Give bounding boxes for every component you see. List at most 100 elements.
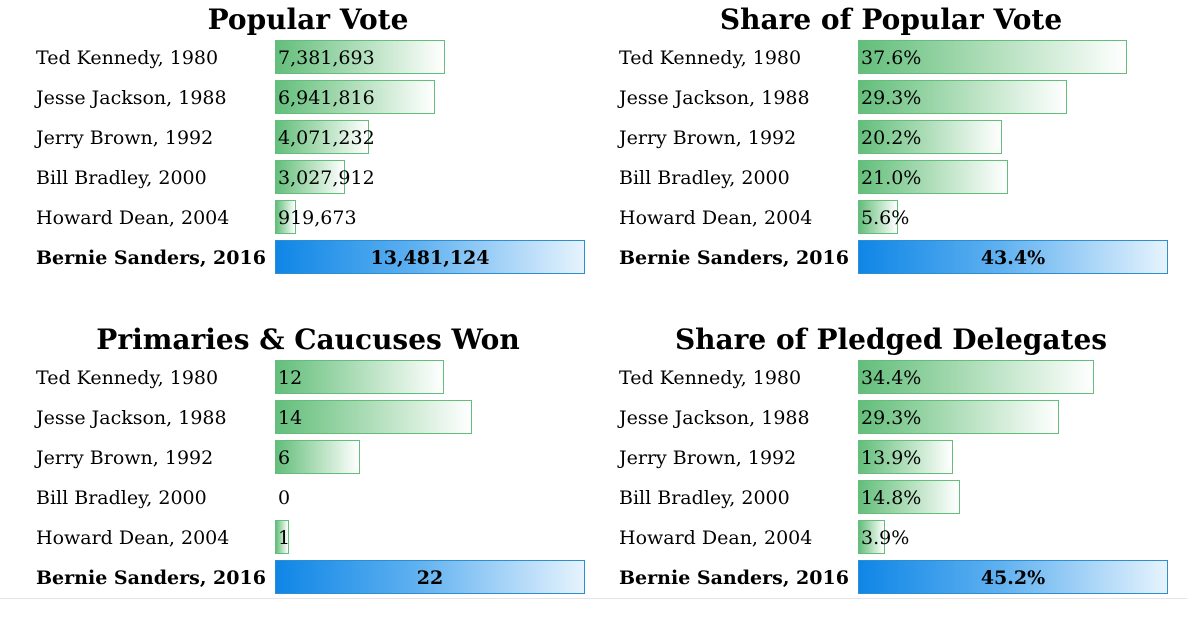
category-label: Jesse Jackson, 1988 (36, 407, 227, 429)
category-label: Howard Dean, 2004 (36, 207, 230, 229)
bar-row: Howard Dean, 2004 3.9% (611, 520, 1171, 556)
bar (858, 200, 898, 234)
bar-row: Jesse Jackson, 1988 14 (28, 400, 588, 436)
highlight-bar (858, 240, 1168, 274)
data-label: 13.9% (861, 447, 922, 469)
bar (275, 360, 445, 394)
category-label: Ted Kennedy, 1980 (619, 367, 802, 389)
bar (858, 480, 960, 514)
data-label: 12 (278, 367, 303, 389)
data-label: 13,481,124 (370, 247, 490, 269)
category-label: Howard Dean, 2004 (619, 207, 813, 229)
bar (275, 200, 297, 234)
bar-row: Jerry Brown, 1992 4,071,232 (28, 120, 588, 156)
bar-row: Ted Kennedy, 1980 7,381,693 (28, 40, 588, 76)
panel-share-pledged-delegates: Share of Pledged Delegates Ted Kennedy, 1… (611, 320, 1171, 620)
bar (858, 400, 1059, 434)
data-label: 29.3% (861, 407, 922, 429)
chart-title: Share of Pledged Delegates (674, 323, 1108, 356)
data-label: 22 (416, 567, 444, 589)
highlight-bar (858, 560, 1168, 594)
bar (858, 80, 1068, 114)
bar-row: Jerry Brown, 1992 13.9% (611, 440, 1171, 476)
bar-row: Jesse Jackson, 1988 29.3% (611, 400, 1171, 436)
bar-row: Bernie Sanders, 2016 13,481,124 (28, 240, 588, 276)
data-label: 14 (278, 407, 303, 429)
bar-row: Bernie Sanders, 2016 45.2% (611, 560, 1171, 596)
bar (275, 40, 445, 74)
bar (858, 520, 885, 554)
bar (858, 160, 1008, 194)
bar-row: Ted Kennedy, 1980 37.6% (611, 40, 1171, 76)
highlight-bar (275, 560, 585, 594)
bar-row: Howard Dean, 2004 919,673 (28, 200, 588, 236)
category-label: Bernie Sanders, 2016 (619, 247, 849, 269)
category-label: Jerry Brown, 1992 (619, 447, 797, 469)
data-label: 6 (278, 447, 291, 469)
category-label: Bernie Sanders, 2016 (36, 247, 266, 269)
bar-row: Bill Bradley, 2000 3,027,912 (28, 160, 588, 196)
bar-row: Bernie Sanders, 2016 22 (28, 560, 588, 596)
bar-row: Jesse Jackson, 1988 6,941,816 (28, 80, 588, 116)
data-label: 29.3% (861, 87, 922, 109)
bar-row: Bill Bradley, 2000 21.0% (611, 160, 1171, 196)
data-label: 37.6% (861, 47, 922, 69)
bar (275, 160, 345, 194)
panel-popular-vote: Popular Vote Ted Kennedy, 1980 7,381,693 Je… (28, 0, 588, 300)
bar-row: Jesse Jackson, 1988 29.3% (611, 80, 1171, 116)
chart-title: Share of Popular Vote (719, 3, 1063, 36)
data-label: 1 (278, 527, 291, 549)
category-label: Jerry Brown, 1992 (619, 127, 797, 149)
bar-row: Jerry Brown, 1992 20.2% (611, 120, 1171, 156)
data-label: 7,381,693 (278, 47, 375, 69)
bar (275, 520, 290, 554)
data-label: 919,673 (278, 207, 357, 229)
category-label: Bill Bradley, 2000 (36, 167, 207, 189)
bar-row: Howard Dean, 2004 1 (28, 520, 588, 556)
category-label: Bill Bradley, 2000 (36, 487, 207, 509)
category-label: Howard Dean, 2004 (619, 527, 813, 549)
category-label: Ted Kennedy, 1980 (619, 47, 802, 69)
data-label: 4,071,232 (278, 127, 375, 149)
data-label: 20.2% (861, 127, 922, 149)
panel-share-popular-vote: Share of Popular Vote Ted Kennedy, 1980 37… (611, 0, 1171, 300)
bar (275, 440, 360, 474)
bar-row: Ted Kennedy, 1980 34.4% (611, 360, 1171, 396)
data-label: 3.9% (861, 527, 910, 549)
category-label: Bernie Sanders, 2016 (36, 567, 266, 589)
highlight-bar (275, 240, 585, 274)
data-label: 43.4% (980, 247, 1046, 269)
bar-row: Bill Bradley, 2000 14.8% (611, 480, 1171, 516)
bar-row: Bill Bradley, 2000 0 (28, 480, 588, 516)
category-label: Bill Bradley, 2000 (619, 487, 790, 509)
bar-row: Bernie Sanders, 2016 43.4% (611, 240, 1171, 276)
panel-primaries-caucuses-won: Primaries & Caucuses Won Ted Kennedy, 198… (28, 320, 588, 620)
bar (275, 400, 473, 434)
category-label: Jesse Jackson, 1988 (36, 87, 227, 109)
category-label: Ted Kennedy, 1980 (36, 47, 219, 69)
bar-row: Ted Kennedy, 1980 12 (28, 360, 588, 396)
data-label: 5.6% (861, 207, 910, 229)
bar (858, 120, 1003, 154)
bottom-divider (0, 598, 1187, 599)
chart-title: Primaries & Caucuses Won (96, 323, 520, 356)
bar (275, 120, 369, 154)
category-label: Jerry Brown, 1992 (36, 447, 214, 469)
category-label: Bill Bradley, 2000 (619, 167, 790, 189)
category-label: Howard Dean, 2004 (36, 527, 230, 549)
category-label: Ted Kennedy, 1980 (36, 367, 219, 389)
bar (858, 40, 1127, 74)
bar-row: Jerry Brown, 1992 6 (28, 440, 588, 476)
category-label: Jesse Jackson, 1988 (619, 407, 810, 429)
data-label: 0 (278, 487, 291, 509)
bar-row: Howard Dean, 2004 5.6% (611, 200, 1171, 236)
bar (858, 440, 954, 474)
data-label: 21.0% (861, 167, 922, 189)
category-label: Jesse Jackson, 1988 (619, 87, 810, 109)
chart-title: Popular Vote (207, 3, 409, 36)
data-label: 3,027,912 (278, 167, 375, 189)
data-label: 6,941,816 (278, 87, 375, 109)
data-label: 14.8% (861, 487, 922, 509)
bar (275, 80, 435, 114)
bar (858, 360, 1094, 394)
